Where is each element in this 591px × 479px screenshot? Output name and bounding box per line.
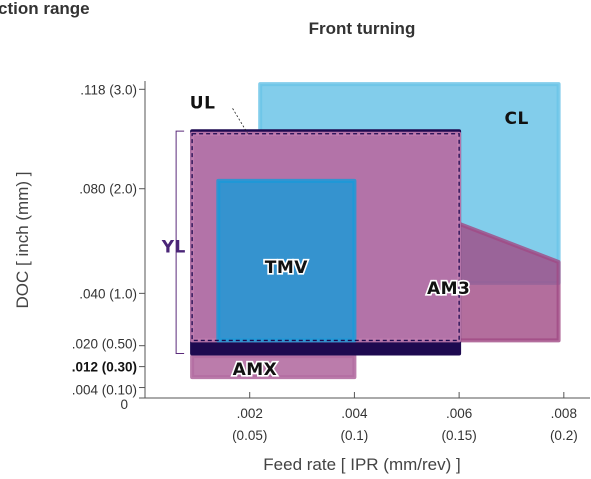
grade-label-yl: YL [161,237,186,257]
x-tick-label: .004 [341,406,368,421]
grade-label-amx: AMX [233,360,278,380]
y-axis-title: DOC [ inch (mm) ] [13,172,32,309]
y-tick-label: .118 (3.0) [80,82,137,97]
grade-label-am3: AM3 [427,279,470,299]
x-tick-sublabel: (0.05) [232,428,267,443]
axes: 0.004 (0.10) .012 (0.30) .020 (0.50) .040 (… [72,81,590,443]
grade-label-ul: UL [190,93,216,113]
y-tick-label: .020 (0.50) [72,337,137,352]
x-axis-title: Feed rate [ IPR (mm/rev) ] [263,455,460,474]
x-tick-label: .008 [551,406,577,421]
y-tick-label: .004 (0.10) [72,383,137,398]
grade-label-tmv: TMV [265,258,309,278]
grade-regions [190,82,561,380]
x-tick-label: .002 [237,406,263,421]
ul-leader-line [232,108,248,134]
region-amx [190,354,357,380]
chart-subtitle: Front turning [309,19,416,38]
region-overlays [175,108,460,355]
x-tick-sublabel: (0.2) [550,428,578,443]
x-tick-sublabel: (0.15) [441,428,476,443]
grade-labels: CL AM3 AMX YL UL TMV [161,93,529,381]
ul-dashed-outline [191,133,460,342]
grade-label-cl: CL [505,109,529,129]
y-tick-label: .012 (0.30) [72,360,137,375]
y-tick-label: .040 (1.0) [79,286,137,301]
region-tmv [216,178,357,343]
x-tick-sublabel: (0.1) [341,428,369,443]
x-tick-label: .006 [446,406,472,421]
y-tick-label: 0 [120,397,128,412]
cut-title: ction range [0,0,90,18]
y-tick-label: .080 (2.0) [79,182,137,197]
yl-bracket [175,130,185,355]
